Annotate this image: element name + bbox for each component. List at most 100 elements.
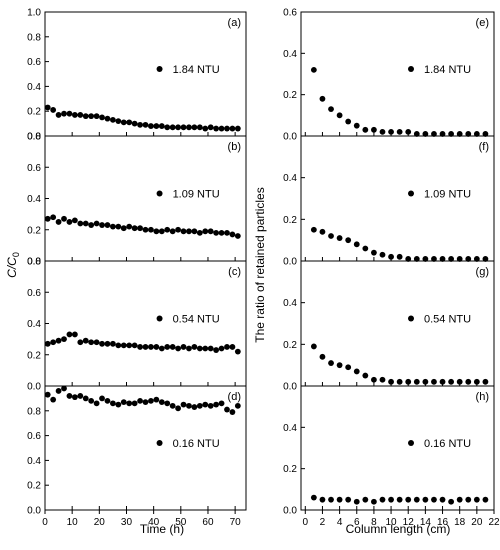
panel-d-y-tick-label: 0.4 bbox=[27, 456, 41, 467]
panel-e-tag: (e) bbox=[476, 17, 489, 29]
panel-e-data-point bbox=[439, 131, 446, 137]
panel-a-data-point bbox=[153, 123, 160, 129]
panel-g-data-point bbox=[482, 378, 489, 385]
panel-h-group: 0.0 0.2 0.4 0 2 4 6 8 10 12 14 16 18 20 22 (h) 0.16 NTU bbox=[283, 385, 500, 528]
panel-a-legend-marker bbox=[156, 66, 163, 73]
panel-c-data-point bbox=[191, 344, 198, 350]
panel-f-y-tick-label: 0.2 bbox=[283, 215, 297, 226]
panel-f-data-point bbox=[465, 256, 472, 262]
panel-e-data-point bbox=[353, 122, 360, 129]
panel-g-legend-label: 0.54 NTU bbox=[424, 314, 471, 326]
panel-f-data-point bbox=[319, 228, 326, 235]
panel-d-data-point bbox=[234, 402, 241, 409]
panel-h-y-tick-label: 0.2 bbox=[283, 464, 297, 475]
panel-a-y-tick-label: 0.0 bbox=[27, 132, 41, 143]
panel-c-data-point bbox=[126, 342, 133, 349]
panel-e-data-point bbox=[310, 66, 317, 73]
panel-a-data-point bbox=[55, 112, 62, 118]
panel-h-y-tick-label: 0.4 bbox=[283, 423, 297, 434]
panel-a-data-point bbox=[137, 121, 143, 128]
panel-a-y-tick-label: 1.0 bbox=[27, 8, 41, 19]
panel-h-data-point bbox=[465, 496, 472, 503]
panel-e-data-point bbox=[371, 126, 377, 133]
panel-h-data-point bbox=[310, 494, 317, 501]
panels-layer: 0.00.20.40.60.81.0(a)1.84 NTU0.00.20.40.… bbox=[27, 8, 500, 529]
panel-g-data-point bbox=[336, 362, 343, 369]
panel-h-data-point bbox=[345, 496, 352, 503]
panel-b-data-point bbox=[131, 225, 138, 232]
panel-a-data-point bbox=[61, 110, 67, 117]
panel-d-legend-label: 0.16 NTU bbox=[173, 438, 220, 450]
panel-g-data-point bbox=[362, 372, 369, 379]
panel-d-data-point bbox=[120, 399, 127, 406]
panel-b-data-point bbox=[213, 229, 220, 236]
panel-f-data-point bbox=[422, 256, 429, 262]
panel-b-data-point bbox=[153, 228, 160, 235]
panel-h-x-tick-label: 22 bbox=[488, 517, 500, 528]
panel-f-data-point bbox=[345, 237, 352, 244]
panel-g-data-point bbox=[473, 378, 480, 385]
panel-e-data-point bbox=[448, 131, 455, 137]
panel-h-x-tick-label: 6 bbox=[354, 517, 360, 528]
panel-d-data-point bbox=[207, 402, 214, 409]
panel-e-legend-label: 1.84 NTU bbox=[424, 64, 471, 76]
panel-d-data-point bbox=[186, 402, 192, 409]
panel-a-data-point bbox=[148, 123, 154, 129]
panel-d-data-point bbox=[99, 395, 105, 402]
panel-a-data-point bbox=[218, 125, 225, 132]
panel-a-data-point bbox=[164, 124, 171, 131]
panel-e-group: 0.0 0.2 0.4 0.6 (e) 1.84 NTU bbox=[283, 8, 495, 143]
panel-c-data-point bbox=[202, 345, 209, 352]
panel-e-data-point bbox=[456, 131, 463, 137]
panel-a-data-point bbox=[180, 124, 187, 131]
panel-d-data-point bbox=[229, 409, 236, 415]
panel-b-data-point bbox=[202, 228, 209, 235]
panel-c-data-point bbox=[110, 340, 116, 347]
panel-d-data-point bbox=[66, 393, 73, 399]
panel-a-data-point bbox=[207, 124, 214, 131]
panel-b-data-point bbox=[229, 231, 236, 238]
panel-h-legend-marker bbox=[408, 440, 415, 447]
panel-e-data-point bbox=[388, 128, 394, 135]
panel-d-data-point bbox=[191, 404, 198, 410]
panel-h-x-tick-label: 10 bbox=[386, 517, 398, 528]
panel-c-data-point bbox=[142, 344, 149, 350]
panel-b-data-point bbox=[234, 233, 241, 239]
panel-h-data-point bbox=[439, 496, 446, 503]
panel-c-data-point bbox=[186, 345, 192, 352]
panel-h-data-point bbox=[328, 496, 334, 503]
panel-e-data-point bbox=[413, 131, 420, 137]
panel-f-group: 0.0 0.2 0.4 (f) 1.09 NTU bbox=[283, 135, 495, 268]
panel-e-legend-marker bbox=[408, 66, 415, 73]
panel-d-data-point bbox=[115, 401, 122, 408]
panel-a-data-point bbox=[234, 125, 241, 132]
panel-c-data-point bbox=[158, 345, 165, 352]
panel-e-data-point bbox=[431, 131, 437, 137]
panel-c-data-point bbox=[213, 347, 220, 353]
panel-e-data-point bbox=[396, 128, 403, 135]
panel-c-data-point bbox=[234, 348, 241, 355]
panel-b-data-point bbox=[218, 229, 225, 236]
panel-c-data-point bbox=[131, 342, 138, 349]
panel-c-data-point bbox=[88, 339, 95, 346]
panel-c-tag: (c) bbox=[228, 266, 241, 278]
panel-h-x-tick-label: 18 bbox=[454, 517, 466, 528]
panel-b-data-point bbox=[61, 215, 67, 222]
panel-a-data-point bbox=[224, 125, 230, 132]
panel-c-data-point bbox=[115, 342, 122, 349]
panel-g-data-point bbox=[319, 353, 326, 360]
panel-a-y-tick-label: 0.6 bbox=[27, 57, 41, 68]
panel-g-data-point bbox=[405, 378, 412, 385]
panel-g-data-point bbox=[345, 364, 352, 371]
panel-g-legend-marker bbox=[408, 315, 415, 322]
panel-d-x-tick-label: 20 bbox=[94, 517, 106, 528]
panel-f-y-tick-label: 0.0 bbox=[283, 257, 297, 268]
panel-a-data-point bbox=[191, 124, 198, 131]
panel-c-y-tick-label: 0.6 bbox=[27, 288, 41, 299]
panel-b-y-tick-label: 0.2 bbox=[27, 225, 41, 236]
panel-h-x-tick-label: 8 bbox=[371, 517, 377, 528]
panel-e-data-point bbox=[465, 131, 472, 137]
panel-a-data-point bbox=[175, 124, 181, 131]
panel-c-legend-label: 0.54 NTU bbox=[173, 314, 220, 326]
panel-d-group: 0.0 0.2 0.4 0.6 0.8 0 10 20 30 40 50 60 70 (d) 0.16 NT… bbox=[27, 385, 247, 528]
